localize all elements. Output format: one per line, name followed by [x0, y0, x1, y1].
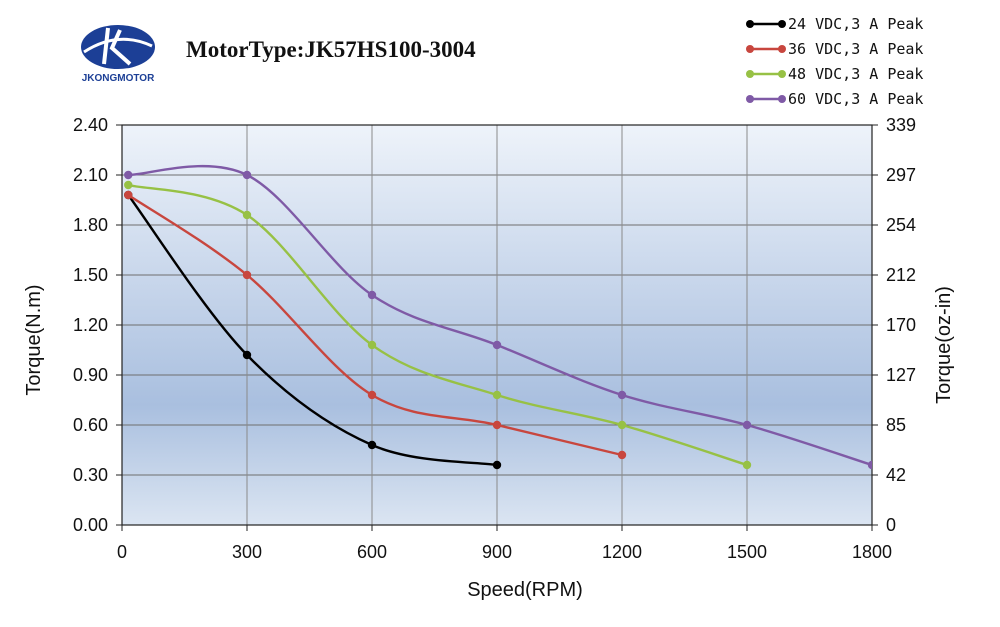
- y2-tick-label: 85: [886, 415, 906, 435]
- data-point: [242, 270, 252, 280]
- y-tick-label: 0.30: [73, 465, 108, 485]
- x-axis-label: Speed(RPM): [467, 579, 583, 601]
- y-tick-label: 0.00: [73, 515, 108, 535]
- y2-tick-label: 212: [886, 265, 916, 285]
- data-point: [617, 420, 627, 430]
- x-tick-label: 1800: [852, 542, 892, 562]
- data-point: [124, 170, 133, 180]
- legend-marker: [746, 95, 754, 103]
- y-axis-label: Torque(N.m): [23, 284, 45, 395]
- chart-title: MotorType:JK57HS100-3004: [186, 37, 476, 62]
- y-tick-label: 2.10: [73, 165, 108, 185]
- data-point: [867, 460, 872, 470]
- data-point: [742, 460, 752, 470]
- y-tick-label: 2.40: [73, 115, 108, 135]
- data-point: [242, 350, 252, 360]
- y2-tick-label: 42: [886, 465, 906, 485]
- y2-axis-label: Torque(oz-in): [933, 286, 955, 404]
- y2-tick-label: 170: [886, 315, 916, 335]
- y2-tick-label: 0: [886, 515, 896, 535]
- y-tick-label: 1.80: [73, 215, 108, 235]
- x-tick-label: 300: [232, 542, 262, 562]
- data-point: [124, 180, 133, 190]
- data-point: [367, 440, 377, 450]
- series-group: [124, 164, 872, 470]
- data-point: [367, 340, 377, 350]
- legend-marker: [778, 70, 786, 78]
- data-point: [492, 340, 502, 350]
- data-point: [492, 460, 502, 470]
- legend-label: 60 VDC,3 A Peak: [788, 90, 923, 108]
- legend-label: 36 VDC,3 A Peak: [788, 40, 923, 58]
- legend: 24 VDC,3 A Peak 36 VDC,3 A Peak 48 VDC,3 A…: [746, 15, 923, 108]
- plot-frame: [121, 124, 873, 526]
- y2-tick-label: 127: [886, 365, 916, 385]
- y-tick-label: 0.90: [73, 365, 108, 385]
- x-tick-label: 900: [482, 542, 512, 562]
- jk-logo-icon: [81, 25, 155, 69]
- data-point: [492, 420, 502, 430]
- brand-name: JKONGMOTOR: [82, 73, 155, 84]
- y-tick-label: 0.60: [73, 415, 108, 435]
- legend-marker: [778, 45, 786, 53]
- legend-marker: [778, 20, 786, 28]
- y-tick-label: 1.20: [73, 315, 108, 335]
- legend-marker: [778, 95, 786, 103]
- x-tick-label: 600: [357, 542, 387, 562]
- legend-marker: [746, 70, 754, 78]
- x-tick-label: 1500: [727, 542, 767, 562]
- data-point: [617, 450, 627, 460]
- brand-logo: JKONGMOTOR: [81, 25, 155, 84]
- x-tick-label: 1200: [602, 542, 642, 562]
- legend-label: 24 VDC,3 A Peak: [788, 15, 923, 33]
- y-tick-label: 1.50: [73, 265, 108, 285]
- data-point: [617, 390, 627, 400]
- data-point: [367, 290, 377, 300]
- data-point: [242, 170, 252, 180]
- data-point: [492, 390, 502, 400]
- legend-marker: [746, 20, 754, 28]
- axes: [116, 124, 878, 531]
- x-tick-label: 0: [117, 542, 127, 562]
- legend-label: 48 VDC,3 A Peak: [788, 65, 923, 83]
- data-point: [242, 210, 252, 220]
- tick-labels: 0.00 0 0.30 42 0.60 85 0.90 127 1.20 170 1.50 212 1.…: [73, 115, 916, 562]
- legend-marker: [746, 45, 754, 53]
- data-point: [124, 190, 133, 200]
- series-line: [127, 194, 498, 467]
- y2-tick-label: 254: [886, 215, 916, 235]
- y2-tick-label: 339: [886, 115, 916, 135]
- data-point: [742, 420, 752, 430]
- data-point: [367, 390, 377, 400]
- y2-tick-label: 297: [886, 165, 916, 185]
- series-line: [127, 183, 748, 467]
